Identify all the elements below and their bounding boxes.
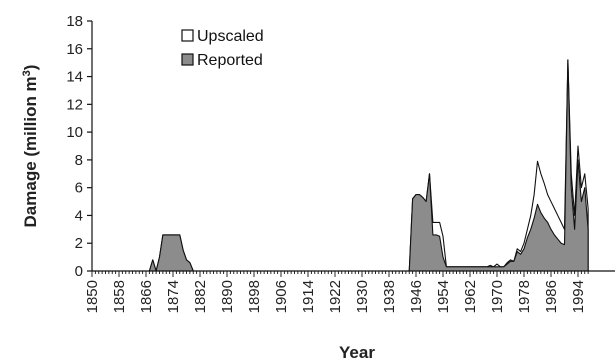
y-axis-title: Damage (million m3) [21,65,40,228]
x-tick-label: 1986 [543,280,560,313]
y-tick-label: 16 [66,41,83,58]
y-tick-label: 12 [66,96,83,113]
x-tick-label: 1962 [462,280,479,313]
y-tick-label: 18 [66,13,83,30]
legend-swatch-upscaled [181,29,194,42]
x-tick-label: 1866 [138,280,155,313]
x-tick-label: 1930 [354,280,371,313]
x-tick-label: 1954 [435,280,452,313]
y-axis-title-superscript: 3 [21,70,33,76]
x-tick-label: 1946 [408,280,425,313]
x-tick-label: 1906 [273,280,290,313]
x-tick-label: 1898 [246,280,263,313]
x-tick-label: 1882 [192,280,209,313]
x-tick-label: 1890 [219,280,236,313]
x-tick-label: 1914 [300,280,317,313]
y-axis-title-main: Damage (million m [21,76,40,227]
area-series [91,59,589,272]
y-tick-label: 6 [75,180,83,197]
y-tick-label: 4 [75,207,83,224]
area-reported [91,59,589,272]
y-tick-label: 2 [75,235,83,252]
x-tick-label: 1978 [516,280,533,313]
x-tick-label: 1938 [381,280,398,313]
x-tick-label: 1922 [327,280,344,313]
x-tick-label: 1970 [489,280,506,313]
x-tick-label: 1850 [84,280,101,313]
x-tick-label: 1994 [570,280,587,313]
y-axis-title-close: ) [21,65,40,71]
x-tick-labels: 1850 1858 1866 1874 1882 1890 1898 1906 1914 1922… [84,280,587,313]
legend-label-upscaled: Upscaled [197,28,264,45]
legend-swatch-reported [181,53,194,66]
y-tick-label: 14 [66,69,83,86]
x-axis-title: Year [339,343,375,362]
y-tick-labels: 0 2 4 6 8 10 12 14 16 18 [66,13,83,280]
y-tick-label: 8 [75,152,83,169]
y-tick-label: 10 [66,124,83,141]
y-tick-label: 0 [75,263,83,280]
legend: Upscaled Reported [181,28,264,69]
x-tick-label: 1874 [165,280,182,313]
axes [91,21,615,272]
x-tick-label: 1858 [111,280,128,313]
legend-label-reported: Reported [197,52,263,69]
